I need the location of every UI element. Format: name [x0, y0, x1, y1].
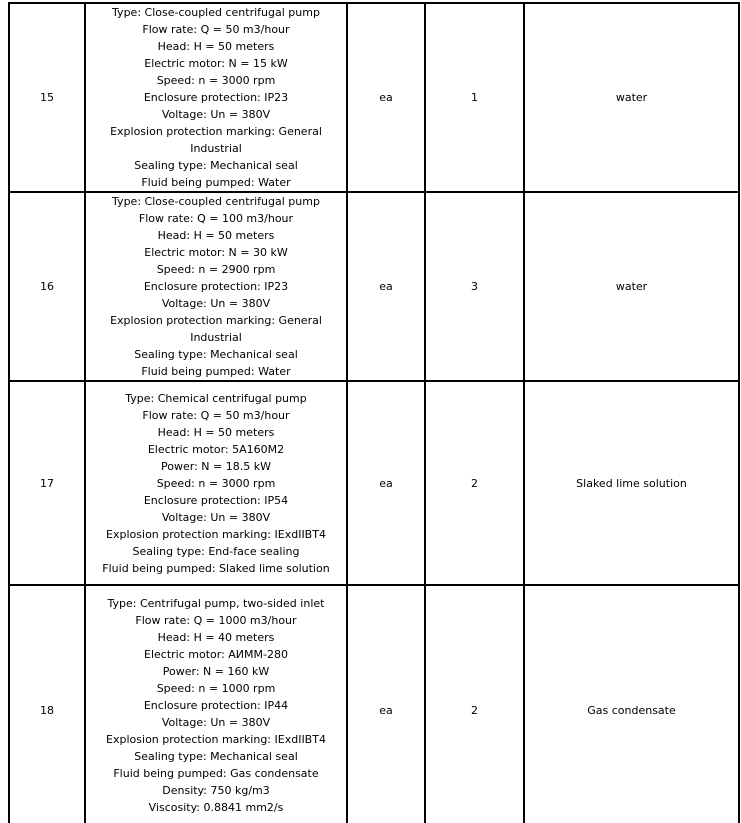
- equipment-table: 15 Type: Close-coupled centrifugal pump Fl…: [8, 2, 740, 823]
- spec-line: Density: 750 kg/m3: [162, 784, 270, 797]
- table-row: 16 Type: Close-coupled centrifugal pump Fl…: [8, 191, 740, 382]
- spec-line: Viscosity: 0.8841 mm2/s: [148, 801, 284, 814]
- spec-line: Flow rate: Q = 100 m3/hour: [138, 212, 294, 225]
- spec-line: Industrial: [190, 331, 242, 344]
- item-quantity: 2: [424, 380, 525, 586]
- spec-line: Electric motor: N = 15 kW: [144, 57, 288, 70]
- spec-line: Explosion protection marking: General: [110, 125, 322, 138]
- item-unit: ea: [346, 191, 426, 382]
- item-specification: Type: Chemical centrifugal pump Flow rate…: [84, 380, 348, 586]
- spec-line: Head: H = 50 meters: [157, 40, 275, 53]
- spec-line: Sealing type: Mechanical seal: [134, 348, 298, 361]
- item-note: water: [523, 2, 740, 193]
- spec-line: Voltage: Un = 380V: [161, 716, 271, 729]
- spec-line: Fluid being pumped: Slaked lime solution: [102, 561, 330, 575]
- spec-line: Voltage: Un = 380V: [161, 297, 271, 310]
- item-unit: ea: [346, 584, 426, 823]
- spec-line: Enclosure protection: IP23: [143, 91, 289, 104]
- spec-line: Enclosure protection: IP44: [143, 699, 289, 712]
- spec-line: Fluid being pumped: Water: [141, 365, 291, 378]
- spec-line: Voltage: Un = 380V: [161, 510, 271, 524]
- spec-line: Electric motor: АИММ-280: [144, 648, 288, 661]
- spec-line: Flow rate: Q = 1000 m3/hour: [135, 614, 297, 627]
- spec-line: Head: H = 40 meters: [157, 631, 275, 644]
- item-unit: ea: [346, 380, 426, 586]
- spec-line: Speed: n = 2900 rpm: [156, 263, 276, 276]
- spec-line: Explosion protection marking: IExdIIBT4: [106, 527, 326, 541]
- item-number: 17: [8, 380, 86, 586]
- item-specification: Type: Close-coupled centrifugal pump Flow…: [84, 2, 348, 193]
- item-quantity: 2: [424, 584, 525, 823]
- item-quantity: 1: [424, 2, 525, 193]
- spec-line: Type: Close-coupled centrifugal pump: [112, 195, 320, 208]
- spec-line: Fluid being pumped: Gas condensate: [113, 767, 319, 780]
- item-unit: ea: [346, 2, 426, 193]
- item-number: 15: [8, 2, 86, 193]
- spec-line: Head: H = 50 meters: [157, 229, 275, 242]
- spec-line: Sealing type: Mechanical seal: [134, 750, 298, 763]
- spec-line: Speed: n = 3000 rpm: [156, 74, 276, 87]
- spec-line: Sealing type: End-face sealing: [132, 544, 300, 558]
- item-specification: Type: Close-coupled centrifugal pump Flow…: [84, 191, 348, 382]
- spec-line: Flow rate: Q = 50 m3/hour: [142, 23, 290, 36]
- spec-line: Sealing type: Mechanical seal: [134, 159, 298, 172]
- item-note: Slaked lime solution: [523, 380, 740, 586]
- item-quantity: 3: [424, 191, 525, 382]
- spec-line: Explosion protection marking: IExdIIBT4: [106, 733, 326, 746]
- spec-line: Electric motor: N = 30 kW: [144, 246, 288, 259]
- spec-line: Voltage: Un = 380V: [161, 108, 271, 121]
- item-number: 16: [8, 191, 86, 382]
- spec-line: Industrial: [190, 142, 242, 155]
- spec-line: Electric motor: 5A160M2: [147, 442, 285, 456]
- spec-line: Power: N = 18.5 kW: [161, 459, 271, 473]
- spec-line: Head: H = 50 meters: [157, 425, 275, 439]
- spec-line: Enclosure protection: IP23: [143, 280, 289, 293]
- spec-line: Enclosure protection: IP54: [143, 493, 289, 507]
- spec-line: Type: Centrifugal pump, two-sided inlet: [107, 597, 325, 610]
- spec-line: Type: Chemical centrifugal pump: [125, 391, 307, 405]
- spec-line: Power: N = 160 kW: [162, 665, 270, 678]
- item-note: water: [523, 191, 740, 382]
- spec-line: Speed: n = 1000 rpm: [156, 682, 276, 695]
- item-specification: Type: Centrifugal pump, two-sided inlet F…: [84, 584, 348, 823]
- item-number: 18: [8, 584, 86, 823]
- spec-line: Fluid being pumped: Water: [141, 176, 291, 189]
- spec-line: Flow rate: Q = 50 m3/hour: [142, 408, 290, 422]
- spec-line: Type: Close-coupled centrifugal pump: [112, 6, 320, 19]
- spec-line: Speed: n = 3000 rpm: [156, 476, 276, 490]
- table-row: 18 Type: Centrifugal pump, two-sided inle…: [8, 584, 740, 823]
- item-note: Gas condensate: [523, 584, 740, 823]
- spec-line: Explosion protection marking: General: [110, 314, 322, 327]
- table-row: 17 Type: Chemical centrifugal pump Flow ra…: [8, 380, 740, 586]
- table-row: 15 Type: Close-coupled centrifugal pump Fl…: [8, 2, 740, 193]
